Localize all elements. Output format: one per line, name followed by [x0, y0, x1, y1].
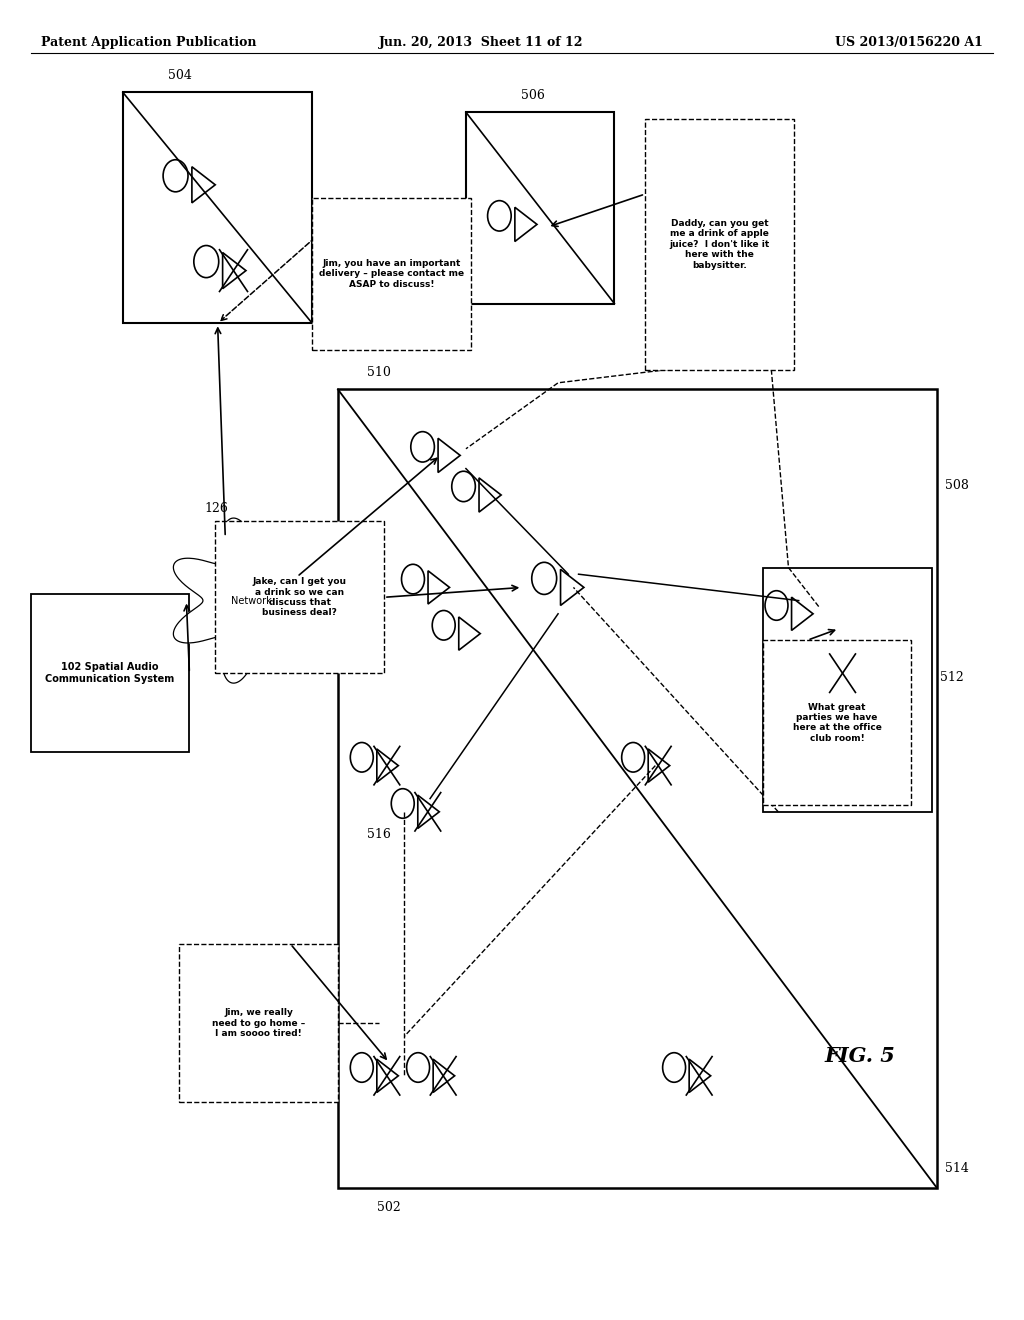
Text: 102 Spatial Audio
Communication System: 102 Spatial Audio Communication System: [45, 663, 175, 684]
Bar: [763, 640, 911, 805]
Bar: [179, 944, 338, 1102]
Text: 506: 506: [521, 88, 545, 102]
Polygon shape: [173, 517, 336, 684]
Bar: [763, 568, 932, 812]
Bar: [338, 389, 937, 1188]
Text: 502: 502: [377, 1201, 401, 1214]
Text: What great
parties we have
here at the office
club room!: What great parties we have here at the o…: [793, 702, 882, 743]
Bar: [312, 198, 471, 350]
Text: 508: 508: [945, 479, 969, 492]
Text: Jun. 20, 2013  Sheet 11 of 12: Jun. 20, 2013 Sheet 11 of 12: [379, 36, 584, 49]
Text: FIG. 5: FIG. 5: [824, 1045, 896, 1067]
Text: Jake, can I get you
a drink so we can
discuss that
business deal?: Jake, can I get you a drink so we can di…: [253, 577, 346, 618]
Text: Jim, you have an important
delivery – please contact me
ASAP to discuss!: Jim, you have an important delivery – pl…: [319, 259, 464, 289]
Bar: [466, 112, 614, 304]
Text: 504: 504: [168, 69, 191, 82]
Text: 126: 126: [205, 502, 228, 515]
Text: US 2013/0156220 A1: US 2013/0156220 A1: [836, 36, 983, 49]
Text: 514: 514: [945, 1162, 969, 1175]
Text: Patent Application Publication: Patent Application Publication: [41, 36, 256, 49]
Bar: [31, 594, 189, 752]
Text: 516: 516: [367, 828, 391, 841]
Bar: [123, 92, 312, 323]
Text: Network: Network: [230, 595, 271, 606]
Text: Jim, we really
need to go home –
I am soooo tired!: Jim, we really need to go home – I am so…: [212, 1008, 305, 1038]
Text: 510: 510: [367, 366, 391, 379]
Text: Daddy, can you get
me a drink of apple
juice?  I don't like it
here with the
bab: Daddy, can you get me a drink of apple j…: [670, 219, 769, 269]
Text: 512: 512: [940, 671, 964, 684]
Bar: [215, 521, 384, 673]
Bar: [645, 119, 794, 370]
